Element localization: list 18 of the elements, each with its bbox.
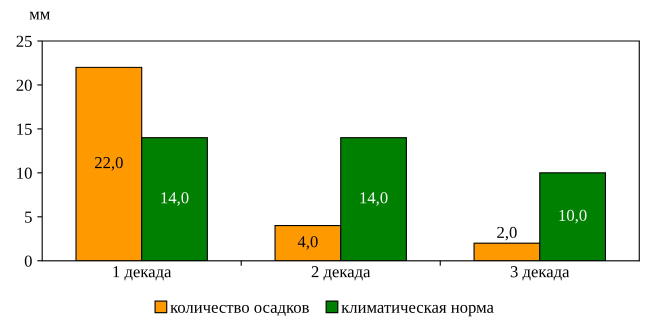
y-tick-label: 10 — [17, 168, 32, 179]
legend-label: климатическая норма — [341, 304, 494, 316]
data-label: 2,0 — [497, 226, 517, 240]
x-tick-label: 3 декада — [510, 266, 570, 280]
data-label: 14,0 — [360, 192, 388, 206]
y-tick-label: 15 — [17, 124, 32, 135]
data-label: 10,0 — [559, 210, 587, 224]
data-label: 4,0 — [298, 236, 318, 250]
y-tick-label: 20 — [16, 80, 32, 91]
data-label: 14,0 — [161, 192, 188, 206]
x-tick-label: 2 декада — [312, 266, 370, 280]
data-label: 22,0 — [95, 156, 123, 171]
x-tick-label: 1 декада — [113, 266, 172, 280]
y-axis-title: мм — [30, 12, 50, 20]
legend-label: количество осадков — [170, 304, 309, 316]
y-tick-label: 5 — [25, 212, 32, 223]
y-tick-label: 25 — [16, 36, 32, 47]
y-tick-label: 0 — [24, 255, 32, 267]
